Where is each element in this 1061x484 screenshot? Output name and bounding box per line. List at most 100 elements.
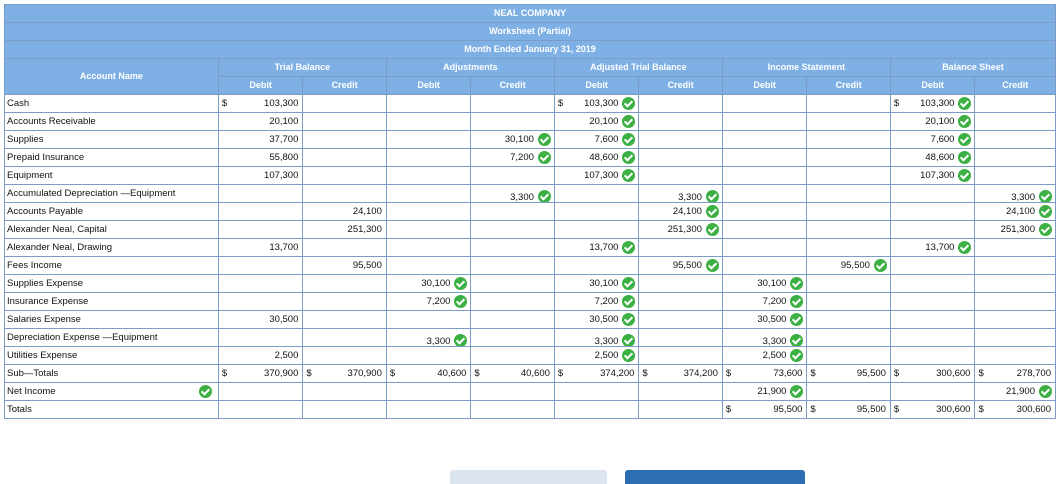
income-statement-credit-cell[interactable] <box>806 112 891 131</box>
adjusted-trial-balance-credit-cell[interactable] <box>638 238 723 257</box>
primary-button[interactable] <box>625 470 805 484</box>
adjusted-trial-balance-credit-cell[interactable] <box>638 382 723 401</box>
balance-sheet-credit-cell[interactable] <box>974 148 1056 167</box>
balance-sheet-debit-cell[interactable]: 107,300 <box>889 166 976 185</box>
income-statement-credit-cell[interactable] <box>806 94 891 113</box>
balance-sheet-debit-cell[interactable]: $300,600 <box>889 400 976 419</box>
adjusted-trial-balance-debit-cell[interactable]: 30,500 <box>553 310 640 329</box>
income-statement-credit-cell[interactable] <box>806 382 891 401</box>
income-statement-debit-cell[interactable] <box>721 148 808 167</box>
trial-balance-debit-cell[interactable] <box>217 292 304 311</box>
balance-sheet-debit-cell[interactable]: 7,600 <box>889 130 976 149</box>
adjusted-trial-balance-debit-cell[interactable]: 3,300 <box>553 328 640 347</box>
trial-balance-debit-cell[interactable]: 2,500 <box>217 346 304 365</box>
adjustments-debit-cell[interactable]: 7,200 <box>385 292 472 311</box>
income-statement-debit-cell[interactable] <box>721 184 808 203</box>
trial-balance-credit-cell[interactable] <box>302 166 387 185</box>
trial-balance-debit-cell[interactable] <box>217 382 304 401</box>
balance-sheet-debit-cell[interactable] <box>889 382 976 401</box>
adjustments-debit-cell[interactable] <box>385 400 472 419</box>
adjustments-credit-cell[interactable] <box>470 238 555 257</box>
trial-balance-credit-cell[interactable]: 251,300 <box>302 220 387 239</box>
secondary-button[interactable] <box>450 470 607 484</box>
income-statement-debit-cell[interactable] <box>721 130 808 149</box>
balance-sheet-credit-cell[interactable]: $278,700 <box>974 364 1056 383</box>
balance-sheet-debit-cell[interactable] <box>889 328 976 347</box>
adjustments-debit-cell[interactable] <box>385 256 472 275</box>
adjusted-trial-balance-debit-cell[interactable]: 13,700 <box>553 238 640 257</box>
trial-balance-debit-cell[interactable] <box>217 220 304 239</box>
adjustments-credit-cell[interactable] <box>470 166 555 185</box>
adjusted-trial-balance-credit-cell[interactable]: 24,100 <box>638 202 723 221</box>
adjusted-trial-balance-debit-cell[interactable]: 20,100 <box>553 112 640 131</box>
adjustments-credit-cell[interactable] <box>470 346 555 365</box>
balance-sheet-debit-cell[interactable] <box>889 220 976 239</box>
adjusted-trial-balance-credit-cell[interactable] <box>638 166 723 185</box>
adjusted-trial-balance-debit-cell[interactable]: $374,200 <box>553 364 640 383</box>
balance-sheet-debit-cell[interactable]: $103,300 <box>889 94 976 113</box>
adjustments-debit-cell[interactable] <box>385 238 472 257</box>
trial-balance-credit-cell[interactable] <box>302 328 387 347</box>
adjusted-trial-balance-debit-cell[interactable]: $103,300 <box>553 94 640 113</box>
balance-sheet-credit-cell[interactable] <box>974 238 1056 257</box>
balance-sheet-credit-cell[interactable] <box>974 256 1056 275</box>
adjusted-trial-balance-debit-cell[interactable] <box>553 184 640 203</box>
income-statement-debit-cell[interactable] <box>721 202 808 221</box>
income-statement-credit-cell[interactable]: $95,500 <box>806 400 891 419</box>
adjusted-trial-balance-credit-cell[interactable] <box>638 148 723 167</box>
balance-sheet-debit-cell[interactable] <box>889 256 976 275</box>
balance-sheet-credit-cell[interactable]: 24,100 <box>974 202 1056 221</box>
adjustments-debit-cell[interactable] <box>385 220 472 239</box>
trial-balance-debit-cell[interactable] <box>217 256 304 275</box>
income-statement-credit-cell[interactable] <box>806 310 891 329</box>
adjustments-debit-cell[interactable] <box>385 184 472 203</box>
balance-sheet-credit-cell[interactable] <box>974 112 1056 131</box>
income-statement-credit-cell[interactable]: 95,500 <box>806 256 891 275</box>
adjusted-trial-balance-credit-cell[interactable]: 251,300 <box>638 220 723 239</box>
trial-balance-debit-cell[interactable]: 37,700 <box>217 130 304 149</box>
income-statement-debit-cell[interactable]: $73,600 <box>721 364 808 383</box>
adjusted-trial-balance-debit-cell[interactable]: 7,200 <box>553 292 640 311</box>
trial-balance-credit-cell[interactable] <box>302 130 387 149</box>
adjustments-credit-cell[interactable]: 3,300 <box>470 184 555 203</box>
adjusted-trial-balance-credit-cell[interactable] <box>638 112 723 131</box>
adjusted-trial-balance-credit-cell[interactable] <box>638 292 723 311</box>
income-statement-credit-cell[interactable]: $95,500 <box>806 364 891 383</box>
adjusted-trial-balance-debit-cell[interactable]: 107,300 <box>553 166 640 185</box>
trial-balance-debit-cell[interactable]: $370,900 <box>217 364 304 383</box>
adjusted-trial-balance-credit-cell[interactable]: 95,500 <box>638 256 723 275</box>
income-statement-credit-cell[interactable] <box>806 274 891 293</box>
balance-sheet-debit-cell[interactable]: 20,100 <box>889 112 976 131</box>
income-statement-credit-cell[interactable] <box>806 166 891 185</box>
income-statement-credit-cell[interactable] <box>806 184 891 203</box>
adjustments-credit-cell[interactable] <box>470 400 555 419</box>
trial-balance-credit-cell[interactable] <box>302 292 387 311</box>
adjusted-trial-balance-credit-cell[interactable] <box>638 94 723 113</box>
income-statement-credit-cell[interactable] <box>806 328 891 347</box>
adjustments-debit-cell[interactable]: 3,300 <box>385 328 472 347</box>
trial-balance-credit-cell[interactable] <box>302 382 387 401</box>
balance-sheet-credit-cell[interactable] <box>974 274 1056 293</box>
trial-balance-credit-cell[interactable]: $370,900 <box>302 364 387 383</box>
balance-sheet-debit-cell[interactable]: 48,600 <box>889 148 976 167</box>
trial-balance-debit-cell[interactable]: 20,100 <box>217 112 304 131</box>
adjusted-trial-balance-credit-cell[interactable] <box>638 130 723 149</box>
balance-sheet-credit-cell[interactable] <box>974 328 1056 347</box>
adjusted-trial-balance-debit-cell[interactable] <box>553 220 640 239</box>
income-statement-credit-cell[interactable] <box>806 220 891 239</box>
trial-balance-debit-cell[interactable] <box>217 184 304 203</box>
trial-balance-credit-cell[interactable]: 24,100 <box>302 202 387 221</box>
balance-sheet-debit-cell[interactable] <box>889 292 976 311</box>
income-statement-credit-cell[interactable] <box>806 130 891 149</box>
balance-sheet-credit-cell[interactable]: 21,900 <box>974 382 1056 401</box>
balance-sheet-debit-cell[interactable] <box>889 346 976 365</box>
adjustments-credit-cell[interactable] <box>470 292 555 311</box>
adjustments-debit-cell[interactable] <box>385 202 472 221</box>
income-statement-credit-cell[interactable] <box>806 202 891 221</box>
trial-balance-debit-cell[interactable] <box>217 274 304 293</box>
trial-balance-debit-cell[interactable]: 55,800 <box>217 148 304 167</box>
adjustments-credit-cell[interactable] <box>470 328 555 347</box>
income-statement-debit-cell[interactable]: 30,100 <box>721 274 808 293</box>
adjusted-trial-balance-debit-cell[interactable]: 30,100 <box>553 274 640 293</box>
trial-balance-debit-cell[interactable]: $103,300 <box>217 94 304 113</box>
